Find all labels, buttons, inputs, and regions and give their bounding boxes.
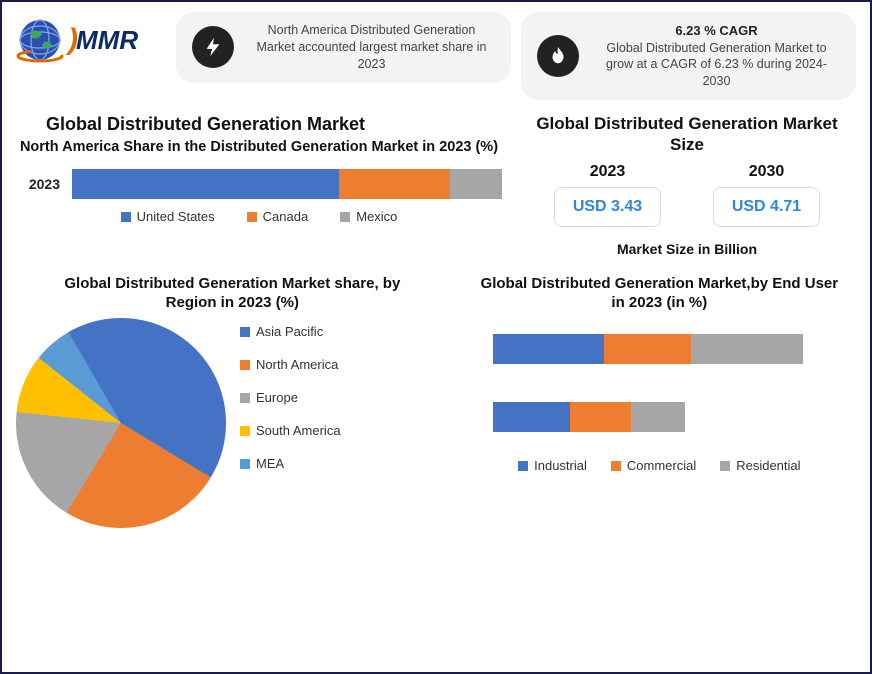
legend-item: Commercial — [611, 458, 696, 473]
legend-label: United States — [137, 209, 215, 224]
size-year: 2030 — [713, 163, 820, 181]
legend-item: South America — [240, 423, 341, 438]
info-pill-text: North America Distributed Generation Mar… — [248, 22, 495, 73]
na-bar-track — [72, 169, 502, 199]
cagr-title: 6.23 % CAGR — [593, 22, 840, 40]
legend-label: North America — [256, 357, 338, 372]
size-value: USD 4.71 — [713, 187, 820, 227]
legend-label: South America — [256, 423, 341, 438]
size-title: Global Distributed Generation Market Siz… — [528, 114, 846, 155]
logo: )MMR — [16, 12, 166, 68]
legend-label: Canada — [263, 209, 309, 224]
na-seg-united-states — [72, 169, 339, 199]
region-pie-block: Global Distributed Generation Market sha… — [16, 275, 449, 529]
legend-item: North America — [240, 357, 341, 372]
na-legend: United States Canada Mexico — [16, 209, 502, 224]
globe-icon — [16, 16, 64, 64]
na-seg-mexico — [450, 169, 502, 199]
na-chart-title: Global Distributed Generation Market — [46, 114, 502, 135]
end-bar-1 — [493, 402, 685, 432]
legend-item: Industrial — [518, 458, 587, 473]
info-pill-north-america: North America Distributed Generation Mar… — [176, 12, 511, 83]
size-footer: Market Size in Billion — [528, 241, 846, 257]
na-seg-canada — [339, 169, 451, 199]
legend-swatch — [240, 393, 250, 403]
legend-label: Residential — [736, 458, 800, 473]
end-bar-0 — [493, 334, 803, 364]
end-seg-residential — [691, 334, 803, 364]
mid-row: Global Distributed Generation Market Nor… — [2, 106, 870, 269]
end-seg-commercial — [570, 402, 632, 432]
na-chart-subtitle: North America Share in the Distributed G… — [16, 139, 502, 155]
end-seg-commercial — [604, 334, 691, 364]
legend-swatch — [240, 459, 250, 469]
legend-item: Asia Pacific — [240, 324, 341, 339]
pie-title: Global Distributed Generation Market sha… — [16, 275, 449, 313]
legend-swatch — [240, 327, 250, 337]
legend-label: MEA — [256, 456, 284, 471]
end-seg-industrial — [493, 334, 605, 364]
legend-swatch — [240, 360, 250, 370]
legend-item: Europe — [240, 390, 341, 405]
legend-label: Commercial — [627, 458, 696, 473]
legend-swatch — [247, 212, 257, 222]
legend-item: Mexico — [340, 209, 397, 224]
end-seg-residential — [631, 402, 685, 432]
cagr-body: Global Distributed Generation Market to … — [593, 40, 840, 91]
bottom-row: Global Distributed Generation Market sha… — [2, 269, 870, 539]
legend-swatch — [121, 212, 131, 222]
size-col-2023: 2023 USD 3.43 — [554, 163, 661, 227]
end-bars — [463, 334, 856, 432]
legend-label: Asia Pacific — [256, 324, 323, 339]
legend-swatch — [611, 461, 621, 471]
end-seg-industrial — [493, 402, 570, 432]
pie-chart — [16, 318, 226, 528]
legend-item: Canada — [247, 209, 309, 224]
legend-item: United States — [121, 209, 215, 224]
bolt-icon — [192, 26, 234, 68]
legend-item: Residential — [720, 458, 800, 473]
end-title: Global Distributed Generation Market,by … — [463, 275, 856, 313]
pie-wrap: Asia Pacific North America Europe South Ame… — [16, 318, 449, 528]
legend-label: Europe — [256, 390, 298, 405]
legend-swatch — [720, 461, 730, 471]
legend-swatch — [340, 212, 350, 222]
logo-text: )MMR — [68, 23, 138, 57]
legend-swatch — [518, 461, 528, 471]
na-bar-ylabel: 2023 — [16, 176, 60, 192]
info-pill-cagr: 6.23 % CAGR Global Distributed Generatio… — [521, 12, 856, 100]
legend-swatch — [240, 426, 250, 436]
size-year: 2023 — [554, 163, 661, 181]
na-bar-row: 2023 — [16, 169, 502, 199]
legend-item: MEA — [240, 456, 341, 471]
size-col-2030: 2030 USD 4.71 — [713, 163, 820, 227]
end-user-block: Global Distributed Generation Market,by … — [463, 275, 856, 529]
legend-label: Industrial — [534, 458, 587, 473]
market-size-box: Global Distributed Generation Market Siz… — [518, 110, 856, 261]
pie-legend: Asia Pacific North America Europe South Ame… — [240, 324, 341, 471]
end-legend: Industrial Commercial Residential — [463, 458, 856, 473]
top-row: )MMR North America Distributed Generatio… — [2, 2, 870, 106]
flame-icon — [537, 35, 579, 77]
legend-label: Mexico — [356, 209, 397, 224]
na-share-chart: Global Distributed Generation Market Nor… — [16, 110, 502, 261]
info-pill-cagr-text: 6.23 % CAGR Global Distributed Generatio… — [593, 22, 840, 90]
size-value: USD 3.43 — [554, 187, 661, 227]
size-grid: 2023 USD 3.43 2030 USD 4.71 — [528, 163, 846, 227]
